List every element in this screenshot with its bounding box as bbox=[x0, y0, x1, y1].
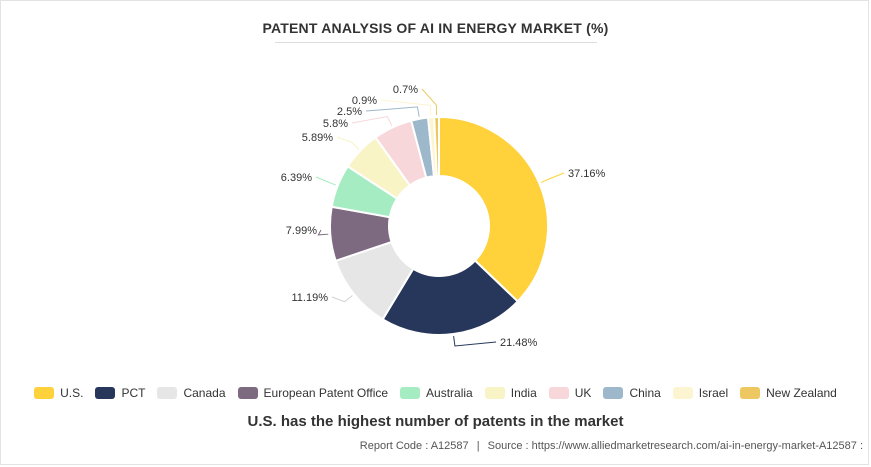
data-label-israel: 0.9% bbox=[352, 95, 377, 107]
chart-title: PATENT ANALYSIS OF AI IN ENERGY MARKET (… bbox=[262, 20, 609, 36]
leader-line-australia bbox=[315, 176, 337, 186]
legend-item-uk[interactable]: UK bbox=[548, 386, 592, 400]
title-underline bbox=[275, 42, 597, 43]
data-label-pct: 21.48% bbox=[500, 337, 538, 349]
source-line: Report Code : A12587 | Source : https://… bbox=[360, 440, 863, 452]
legend-label-european-patent-office: European Patent Office bbox=[263, 386, 389, 400]
leader-lines-group bbox=[315, 88, 565, 347]
leader-line-china bbox=[365, 106, 420, 117]
legend-item-canada[interactable]: Canada bbox=[157, 386, 226, 400]
leader-line-israel bbox=[380, 99, 432, 116]
legend-label-pct: PCT bbox=[121, 386, 146, 400]
legend-swatch-uk bbox=[548, 387, 569, 399]
data-label-u-s: 37.16% bbox=[568, 168, 606, 180]
legend-item-australia[interactable]: Australia bbox=[400, 386, 473, 400]
legend-swatch-australia bbox=[400, 387, 421, 399]
data-label-uk: 5.8% bbox=[323, 118, 348, 130]
legend-label-new-zealand: New Zealand bbox=[766, 386, 837, 400]
legend-item-israel[interactable]: Israel bbox=[672, 386, 729, 400]
legend-label-canada: Canada bbox=[183, 386, 226, 400]
legend-item-india[interactable]: India bbox=[484, 386, 537, 400]
leader-line-india bbox=[336, 136, 360, 150]
donut-chart: 37.16% 21.48% 11.19% 7.99% 6.39% 5.89% 5.8%2.5… bbox=[281, 84, 606, 349]
legend-label-china: China bbox=[629, 386, 661, 400]
data-labels-group: 37.16% 21.48% 11.19% 7.99% 6.39% 5.89% 5.8%2.5… bbox=[281, 84, 606, 349]
chart-subtitle: U.S. has the highest number of patents i… bbox=[247, 413, 624, 430]
legend-swatch-israel bbox=[672, 387, 693, 399]
legend-label-uk: UK bbox=[574, 386, 592, 400]
leader-line-canada bbox=[331, 295, 353, 303]
legend-swatch-u-s bbox=[34, 387, 55, 399]
legend-swatch-new-zealand bbox=[740, 387, 761, 399]
leader-line-uk bbox=[351, 115, 393, 126]
data-label-new-zealand: 0.7% bbox=[393, 84, 418, 96]
legend-swatch-china bbox=[603, 387, 624, 399]
leader-line-pct bbox=[453, 335, 497, 347]
slices-group bbox=[329, 115, 549, 336]
source-separator: | bbox=[476, 440, 480, 452]
legend-swatch-canada bbox=[157, 387, 178, 399]
legend-item-u-s[interactable]: U.S. bbox=[34, 386, 83, 400]
legend-item-pct[interactable]: PCT bbox=[95, 386, 145, 400]
leader-line-european-patent-office bbox=[317, 229, 329, 236]
leader-line-u-s bbox=[540, 172, 565, 183]
legend-label-australia: Australia bbox=[426, 386, 473, 400]
legend: U.S. PCT Canada European Patent Office Austr… bbox=[0, 386, 871, 400]
legend-label-israel: Israel bbox=[698, 386, 729, 400]
legend-swatch-european-patent-office bbox=[237, 387, 258, 399]
legend-label-india: India bbox=[510, 386, 537, 400]
data-label-european-patent-office: 7.99% bbox=[286, 225, 317, 237]
legend-swatch-india bbox=[484, 387, 505, 399]
data-label-australia: 6.39% bbox=[281, 172, 312, 184]
source-text: Source : https://www.alliedmarketresearc… bbox=[487, 440, 863, 452]
legend-item-european-patent-office[interactable]: European Patent Office bbox=[237, 386, 389, 400]
report-code: Report Code : A12587 bbox=[359, 440, 469, 452]
leader-line-new-zealand bbox=[421, 88, 438, 116]
legend-item-china[interactable]: China bbox=[603, 386, 661, 400]
legend-label-u-s: U.S. bbox=[60, 386, 84, 400]
legend-swatch-pct bbox=[95, 387, 116, 399]
slice-new-zealand[interactable] bbox=[433, 115, 440, 178]
data-label-china: 2.5% bbox=[337, 106, 362, 118]
slice-u-s[interactable] bbox=[438, 115, 549, 303]
slice-pct[interactable] bbox=[381, 259, 520, 336]
data-label-canada: 11.19% bbox=[292, 292, 329, 304]
data-label-india: 5.89% bbox=[302, 132, 333, 144]
legend-item-new-zealand[interactable]: New Zealand bbox=[740, 386, 837, 400]
